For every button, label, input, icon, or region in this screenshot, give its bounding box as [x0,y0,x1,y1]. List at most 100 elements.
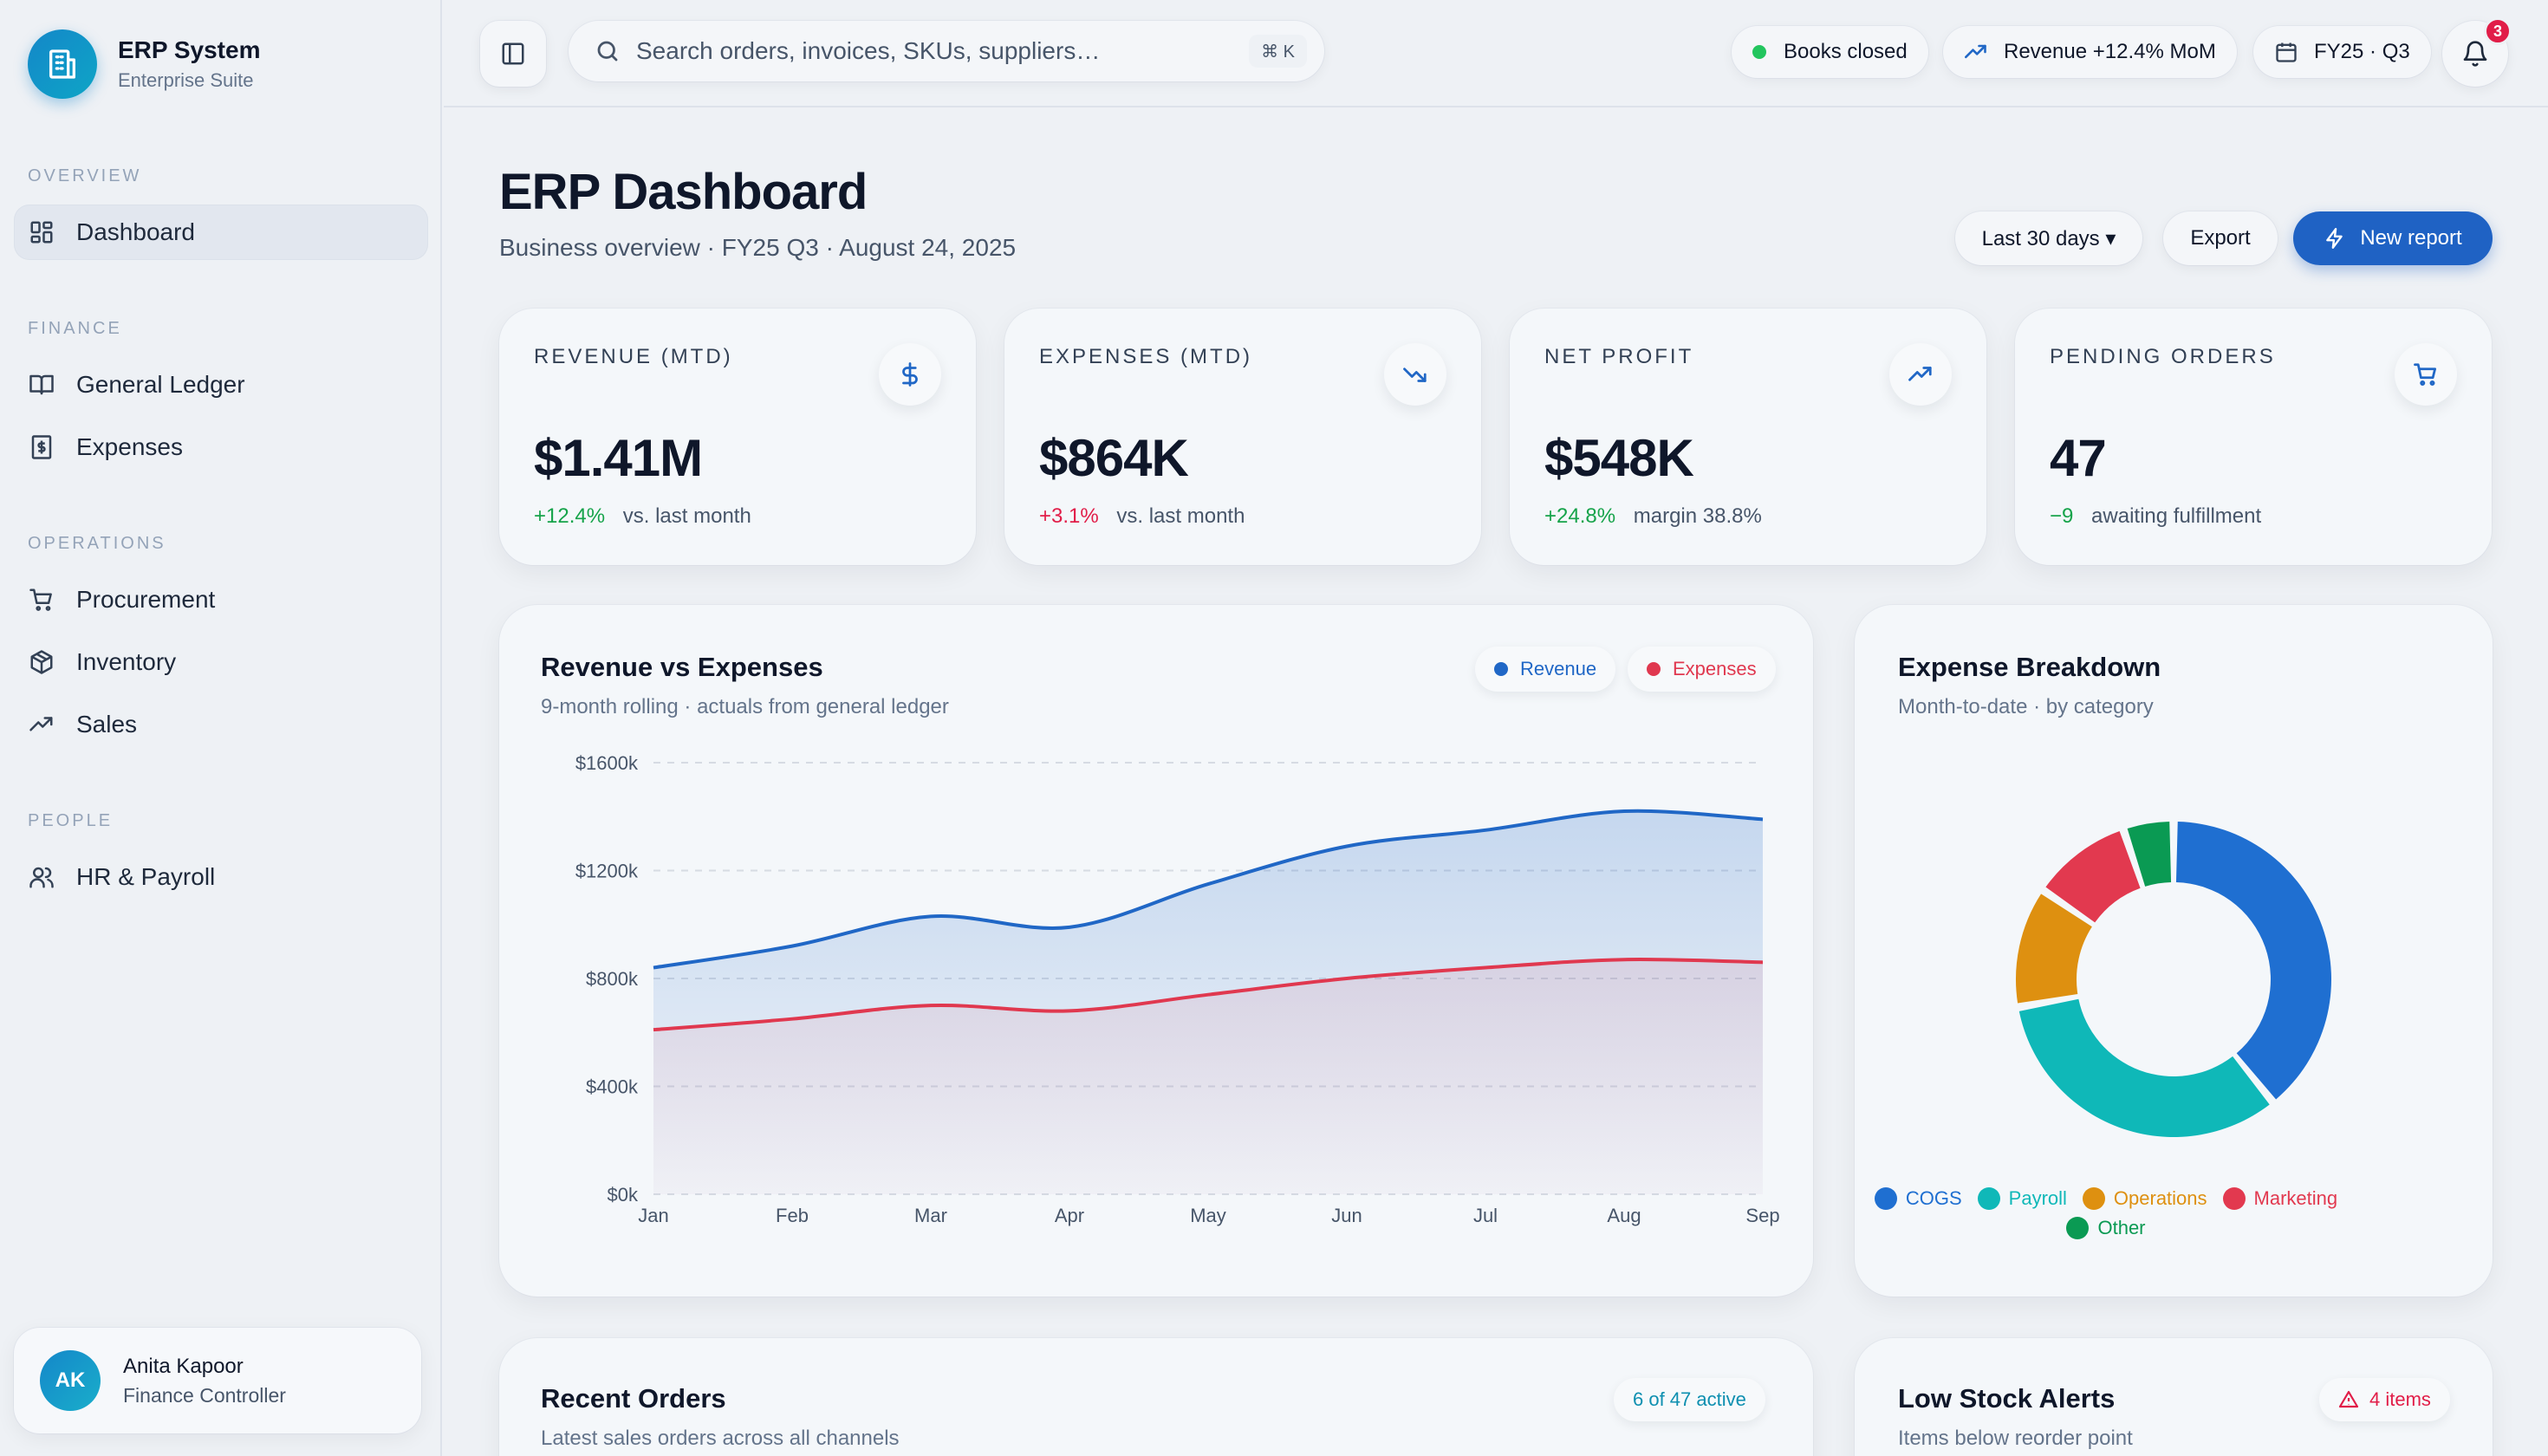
alert-triangle-icon [2338,1389,2359,1410]
kpi-note: vs. last month [622,504,751,528]
kpi-value: $1.41M [534,429,703,487]
recent-orders-panel [499,1338,1813,1456]
donut-legend: COGS Payroll Operations Marketing Other [1855,1187,2357,1239]
sidebar-item-label: Dashboard [76,218,195,245]
sidebar: ERP System Enterprise Suite OVERVIEW Das… [0,0,442,1456]
brand[interactable]: ERP System Enterprise Suite [28,29,260,99]
donut-slice-payroll[interactable] [2018,998,2270,1137]
revenue-expenses-chart: $0k $400k $800k $1200k $1600k Jan Feb Mar Apr May… [575,752,1780,1226]
export-button[interactable]: Export [2163,211,2278,265]
low-stock-subtitle: Items below reorder point [1898,1427,2133,1450]
y-tick-label: $1200k [575,861,639,882]
recent-orders-title: Recent Orders [541,1383,726,1414]
series-line-expenses[interactable] [653,958,1764,1032]
low-stock-badge[interactable]: 4 items [2319,1378,2450,1421]
sidebar-item-procurement[interactable]: Procurement [14,572,428,627]
kpi-footnote: +24.8% margin 38.8% [1544,504,1762,529]
sidebar-item-label: Procurement [76,586,216,613]
notification-count-badge: 3 [2484,17,2512,45]
sidebar-item-hr-payroll[interactable]: HR & Payroll [14,849,428,905]
sidebar-item-label: Expenses [76,433,183,460]
search-bar[interactable]: ⌘ K [569,21,1324,81]
new-report-button[interactable]: New report [2293,211,2493,265]
donut-slice-cogs[interactable] [2175,822,2331,1100]
revenue-trend-pill[interactable]: Revenue +12.4% MoM [1943,26,2237,78]
series-line-revenue[interactable] [653,809,1764,970]
expense-breakdown-panel [1855,605,2493,1297]
low-stock-title: Low Stock Alerts [1898,1383,2116,1414]
date-range-dropdown[interactable]: Last 30 days ▾ [1955,211,2142,265]
legend-expenses-label: Expenses [1673,658,1757,679]
user-card[interactable]: AK Anita Kapoor Finance Controller [14,1328,421,1433]
donut-slice-operations[interactable] [2016,894,2092,1004]
donut-legend-item[interactable]: Marketing [2222,1187,2338,1210]
kpi-delta: +3.1% [1039,504,1099,528]
legend-dot-icon [2082,1187,2105,1210]
x-tick-label: Jan [638,1205,668,1226]
nav-section-operations: OPERATIONS [28,534,166,553]
series-area-expenses [653,959,1763,1194]
kpi-card-revenue[interactable]: REVENUE (MTD) $1.41M +12.4% vs. last mon… [499,309,976,565]
search-shortcut: ⌘ K [1249,35,1307,68]
sidebar-item-general-ledger[interactable]: General Ledger [14,357,428,413]
donut-legend-item[interactable]: COGS [1874,1187,1962,1210]
page-subtitle: Business overview · FY25 Q3 · August 24,… [499,234,1017,261]
search-input[interactable] [636,37,1225,65]
donut-legend-label: Payroll [2008,1187,2067,1209]
x-tick-label: Apr [1055,1205,1084,1226]
book-icon [28,371,55,399]
donut-slice-other[interactable] [2127,822,2172,887]
trending-down-icon [1384,343,1446,406]
kpi-note: vs. last month [1116,504,1245,528]
expenses-dot-icon [1647,662,1661,676]
kpi-note: awaiting fulfillment [2091,504,2262,528]
sidebar-item-dashboard[interactable]: Dashboard [14,205,428,260]
new-report-label: New report [2360,226,2462,250]
donut-slice-marketing[interactable] [2045,831,2141,923]
lightning-icon [2324,227,2360,250]
brand-title: ERP System [118,36,261,63]
kpi-value: $548K [1544,429,1694,487]
kpi-card-pending-orders[interactable]: PENDING ORDERS 47 −9 awaiting fulfillmen… [2015,309,2492,565]
legend-expenses[interactable]: Expenses [1628,647,1776,692]
x-tick-label: May [1190,1205,1226,1226]
grid-icon [28,218,55,246]
sidebar-item-sales[interactable]: Sales [14,697,428,752]
revenue-trend-label: Revenue +12.4% MoM [2004,40,2216,63]
building-icon [28,29,97,99]
sidebar-toggle-button[interactable] [480,21,546,87]
legend-dot-icon [1874,1187,1897,1210]
period-pill[interactable]: FY25 · Q3 [2253,26,2431,78]
cart-icon [2395,343,2457,406]
low-stock-count: 4 items [2369,1388,2431,1410]
books-status-pill[interactable]: Books closed [1732,26,1928,78]
bell-icon [2461,40,2489,68]
donut-legend-item[interactable]: Operations [2082,1187,2207,1210]
kpi-card-expenses[interactable]: EXPENSES (MTD) $864K +3.1% vs. last mont… [1004,309,1481,565]
kpi-delta: +24.8% [1544,504,1616,528]
kpi-card-net-profit[interactable]: NET PROFIT $548K +24.8% margin 38.8% [1510,309,1986,565]
revenue-chart-title: Revenue vs Expenses [541,652,823,682]
donut-legend-label: Marketing [2253,1187,2338,1209]
notifications-button[interactable]: 3 [2442,17,2512,87]
books-status-label: Books closed [1784,40,1908,63]
legend-dot-icon [1977,1187,2000,1210]
revenue-chart-subtitle: 9-month rolling · actuals from general l… [541,695,949,718]
sidebar-item-label: General Ledger [76,371,245,398]
orders-active-badge[interactable]: 6 of 47 active [1614,1378,1765,1421]
sidebar-item-inventory[interactable]: Inventory [14,634,428,690]
y-tick-label: $800k [586,968,639,990]
donut-legend-item[interactable]: Other [2066,1217,2146,1239]
x-tick-label: Aug [1607,1205,1641,1226]
search-icon [595,38,621,64]
avatar: AK [40,1350,101,1411]
topbar: ⌘ K Books closed Revenue +12.4% MoM FY25… [444,0,2548,107]
legend-revenue[interactable]: Revenue [1475,647,1616,692]
expense-breakdown-subtitle: Month-to-date · by category [1898,695,2154,718]
x-tick-label: Mar [914,1205,947,1226]
kpi-note: margin 38.8% [1633,504,1762,528]
x-tick-label: Jul [1473,1205,1498,1226]
sidebar-item-expenses[interactable]: Expenses [14,419,428,475]
donut-legend-item[interactable]: Payroll [1977,1187,2067,1210]
y-tick-label: $1600k [575,752,639,774]
